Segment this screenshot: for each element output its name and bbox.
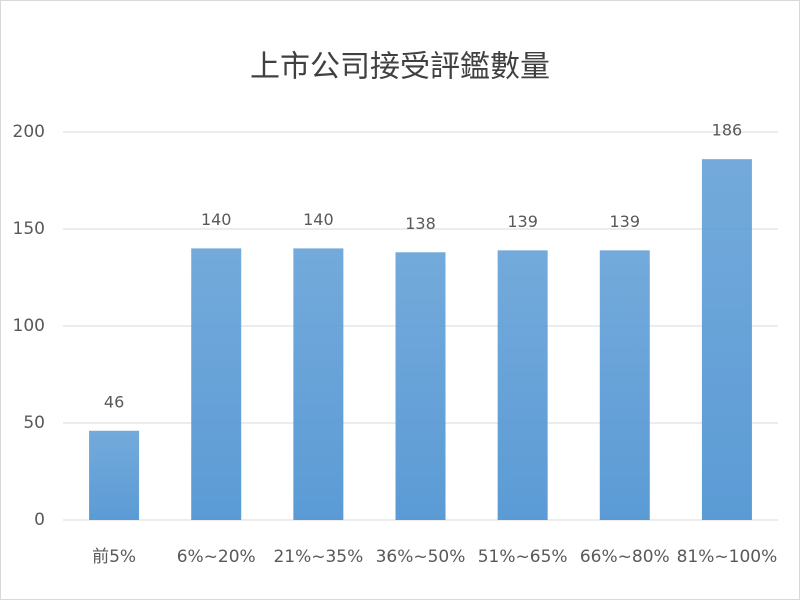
x-tick-label: 81%~100% [677,547,778,567]
bar [191,248,242,520]
value-label: 139 [610,212,641,231]
y-tick-label: 200 [13,122,45,142]
x-tick-label: 21%~35% [273,547,363,567]
value-label: 46 [104,392,124,411]
x-tick-label: 66%~80% [580,547,670,567]
value-label: 186 [712,121,743,140]
y-tick-label: 150 [13,219,45,239]
value-label: 140 [303,210,334,229]
bar [395,252,446,520]
bar [89,430,140,520]
x-tick-label: 36%~50% [376,547,466,567]
bar [293,248,344,520]
y-tick-label: 100 [13,316,45,336]
value-label: 138 [405,214,436,233]
x-tick-label: 51%~65% [478,547,568,567]
bar [497,250,548,520]
x-tick-label: 前5% [92,547,136,567]
bar [599,250,650,520]
value-label: 140 [201,210,232,229]
bar [701,159,752,520]
y-tick-label: 50 [23,413,45,433]
y-tick-label: 0 [34,510,45,530]
value-label: 139 [507,212,538,231]
chart-title: 上市公司接受評鑑數量 [250,50,550,85]
x-tick-label: 6%~20% [177,547,256,567]
